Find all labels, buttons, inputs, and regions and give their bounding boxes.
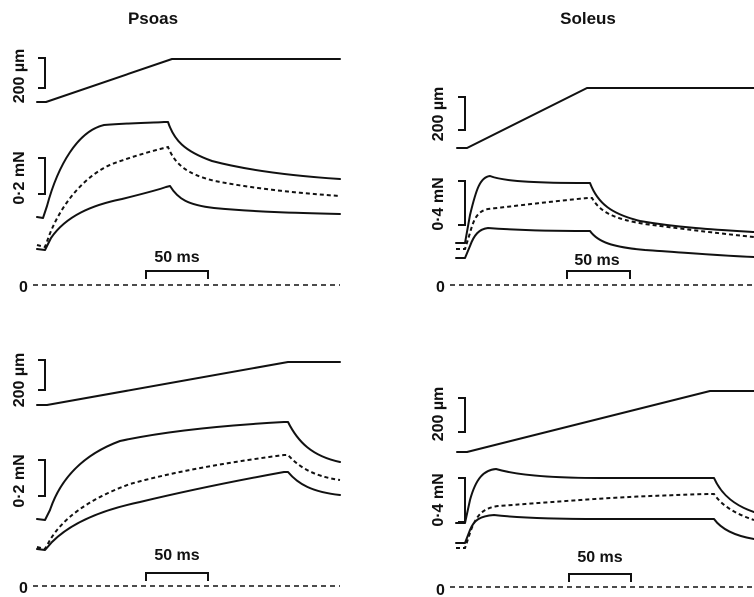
- force-scale-bar: [458, 180, 466, 226]
- length-scale-label: 200 µm: [430, 387, 447, 442]
- force-trace-mean: [36, 145, 341, 249]
- force-scale-label: 0·2 mN: [11, 454, 28, 507]
- length-scale-label: 200 µm: [430, 87, 447, 142]
- length-scale-bar: [458, 397, 466, 433]
- length-scale-bar: [458, 96, 466, 131]
- zero-label: 0: [436, 279, 445, 296]
- panel-soleus-bottom: 200 µm 0·4 mN 50 ms 0: [430, 387, 754, 597]
- title-psoas: Psoas: [128, 9, 178, 28]
- time-scale-label: 50 ms: [574, 252, 619, 269]
- force-scale-bar: [38, 459, 46, 497]
- force-trace-lower: [455, 227, 754, 259]
- panel-psoas-bottom: 200 µm 0·2 mN 50 ms 0: [11, 353, 341, 597]
- panel-psoas-top: 200 µm 0·2 mN 50 ms 0: [11, 49, 341, 296]
- force-scale-label: 0·2 mN: [11, 151, 28, 204]
- zero-label: 0: [436, 582, 445, 597]
- force-trace-lower: [36, 185, 341, 251]
- force-trace-upper: [36, 421, 341, 521]
- force-trace-mean: [456, 493, 754, 549]
- panel-soleus-top: 200 µm 0·4 mN 50 ms 0: [430, 87, 754, 296]
- force-trace-upper: [455, 175, 754, 244]
- force-scale-label: 0·4 mN: [430, 177, 447, 230]
- zero-label: 0: [19, 580, 28, 597]
- length-ramp-trace: [456, 87, 754, 149]
- length-ramp-trace: [36, 361, 341, 406]
- force-trace-upper: [455, 468, 754, 524]
- time-scale-label: 50 ms: [154, 547, 199, 564]
- time-scale-bar: [145, 270, 209, 279]
- length-scale-bar: [38, 359, 46, 391]
- length-ramp-trace: [456, 390, 754, 453]
- time-scale-label: 50 ms: [154, 249, 199, 266]
- time-scale-bar: [568, 573, 632, 582]
- force-scale-bar: [458, 477, 466, 523]
- force-trace-lower: [36, 471, 341, 551]
- force-scale-label: 0·4 mN: [430, 473, 447, 526]
- length-scale-label: 200 µm: [11, 49, 28, 104]
- time-scale-label: 50 ms: [577, 549, 622, 566]
- force-scale-bar: [38, 157, 46, 195]
- force-trace-mean: [36, 454, 341, 551]
- length-scale-bar: [38, 57, 46, 89]
- zero-label: 0: [19, 279, 28, 296]
- time-scale-bar: [145, 572, 209, 581]
- force-trace-upper: [36, 121, 341, 219]
- force-trace-mean: [456, 197, 754, 250]
- time-scale-bar: [566, 270, 631, 279]
- length-ramp-trace: [36, 58, 341, 103]
- length-scale-label: 200 µm: [11, 353, 28, 408]
- force-trace-lower: [455, 514, 754, 544]
- title-soleus: Soleus: [560, 9, 616, 28]
